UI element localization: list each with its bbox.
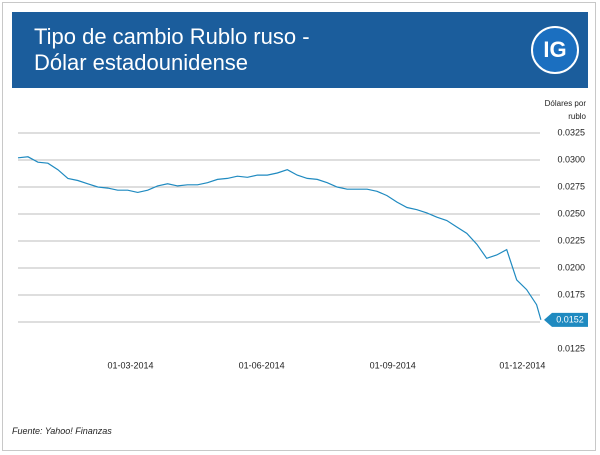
value-callout [544, 312, 588, 327]
y-tick-label: 0.0225 [557, 235, 585, 245]
y-tick-label: 0.0125 [557, 343, 585, 353]
y-axis-label: Dólares por rublo [544, 99, 586, 121]
value-label: 0.0152 [556, 315, 584, 325]
y-tick-label: 0.0175 [557, 289, 585, 299]
y-tick-label: 0.0250 [557, 208, 585, 218]
x-tick-label: 01-06-2014 [239, 360, 285, 370]
x-tick-label: 01-03-2014 [108, 360, 154, 370]
data-line [17, 156, 542, 320]
y-tick-label: 0.0275 [557, 181, 585, 191]
y-tick-label: 0.0200 [557, 262, 585, 272]
x-tick-label: 01-09-2014 [370, 360, 416, 370]
y-tick-label: 0.0300 [557, 154, 585, 164]
x-tick-label: 01-12-2014 [499, 360, 545, 370]
source-note: Fuente: Yahoo! Finanzas [12, 426, 112, 436]
logo: IG [531, 26, 579, 74]
header: Tipo de cambio Rublo ruso - Dólar estado… [12, 12, 588, 88]
chart-title: Tipo de cambio Rublo ruso - Dólar estado… [34, 24, 310, 75]
frame [2, 2, 596, 451]
y-tick-label: 0.0325 [557, 127, 585, 137]
